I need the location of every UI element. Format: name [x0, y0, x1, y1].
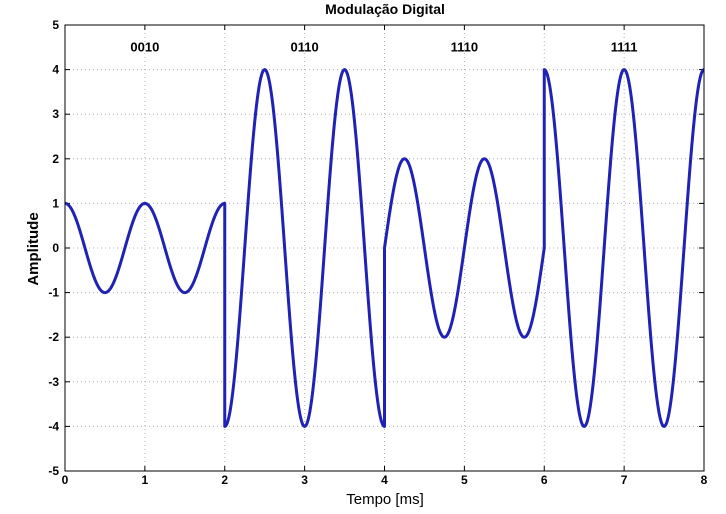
x-tick-label-6: 6	[541, 473, 548, 487]
y-tick-label-3: -2	[48, 330, 59, 344]
y-tick-label-7: 2	[52, 152, 59, 166]
y-tick-label-10: 5	[52, 18, 59, 32]
x-tick-label-4: 4	[381, 473, 388, 487]
y-tick-label-1: -4	[48, 419, 59, 433]
y-tick-label-5: 0	[52, 241, 59, 255]
bit-label-1111: 1111	[611, 39, 638, 54]
chart-title: Modulação Digital	[325, 1, 445, 17]
x-tick-label-1: 1	[142, 473, 149, 487]
signal-line	[64, 68, 705, 428]
bit-label-0110: 0110	[291, 39, 319, 54]
signal-series	[64, 68, 705, 428]
bit-annotations: 0010 0110 1110 1111	[130, 39, 637, 54]
y-tick-label-2: -3	[48, 375, 59, 389]
plot-frame	[64, 24, 705, 472]
y-tick-label-0: -5	[48, 464, 59, 478]
y-tick-label-4: -1	[48, 286, 59, 300]
y-tick-label-9: 4	[52, 63, 59, 77]
y-tick-label-8: 3	[52, 107, 59, 121]
x-tick-label-0: 0	[62, 473, 69, 487]
y-tick-label-6: 1	[52, 196, 59, 210]
x-tick-label-8: 8	[701, 473, 708, 487]
x-tick-label-7: 7	[621, 473, 628, 487]
x-tick-label-5: 5	[461, 473, 468, 487]
y-axis-label: Amplitude	[25, 212, 42, 285]
bit-label-0010: 0010	[130, 39, 159, 54]
y-axis-ticks: -5 -4 -3 -2 -1 0 1 2 3 4 5	[48, 18, 704, 478]
x-tick-label-3: 3	[301, 473, 308, 487]
bit-label-1110: 1110	[451, 39, 479, 54]
x-tick-label-2: 2	[221, 473, 228, 487]
x-axis-label: Tempo [ms]	[346, 491, 424, 508]
